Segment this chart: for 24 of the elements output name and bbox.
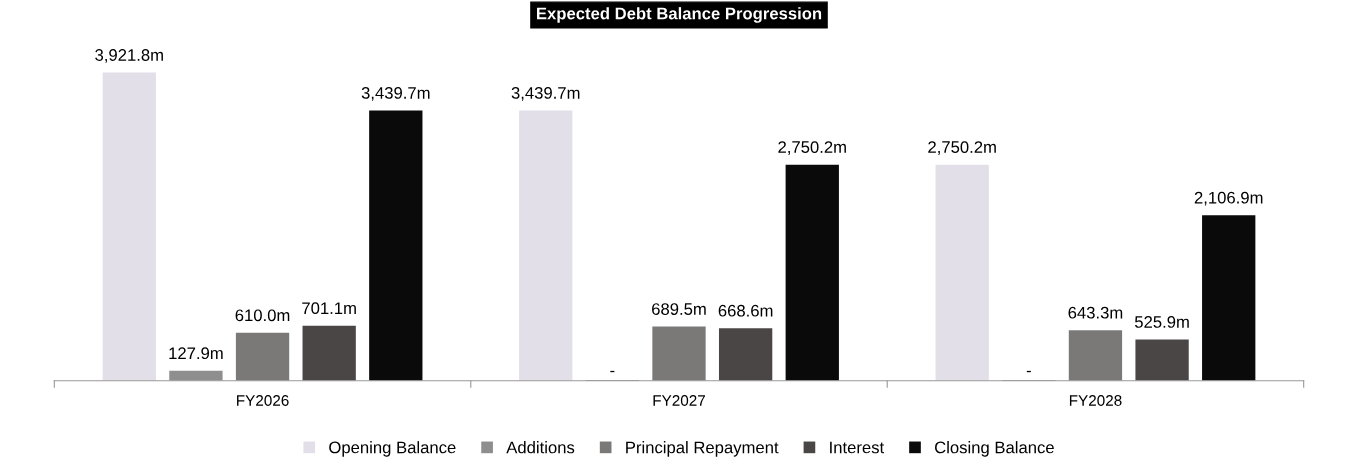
x-tick-label: FY2028 — [1069, 395, 1122, 406]
data-label: 701.1m — [302, 302, 356, 315]
x-tick-label: FY2027 — [653, 395, 705, 406]
data-label: 2,750.2m — [928, 141, 996, 155]
data-label: 668.6m — [718, 304, 773, 317]
chart-title: Expected Debt Balance Progression — [537, 7, 822, 23]
data-label: 3,921.8m — [95, 49, 163, 63]
data-label: 610.0m — [235, 309, 290, 322]
data-label: 2,750.2m — [778, 141, 846, 155]
data-label: - — [1026, 370, 1031, 373]
data-label: 127.9m — [169, 347, 223, 360]
data-label: 2,106.9m — [1194, 191, 1263, 206]
data-label: 689.5m — [652, 303, 706, 315]
legend-label: Additions — [506, 441, 575, 454]
legend-label: Closing Balance — [935, 441, 1054, 457]
legend-label: Interest — [830, 441, 885, 454]
data-label: 3,439.7m — [511, 87, 580, 101]
data-label: - — [610, 370, 615, 373]
legend-label: Opening Balance — [329, 441, 456, 457]
x-tick-label: FY2026 — [237, 395, 289, 406]
data-label: 643.3m — [1068, 306, 1123, 319]
legend-label: Principal Repayment — [626, 441, 779, 457]
data-label: 525.9m — [1134, 316, 1189, 328]
data-label: 3,439.7m — [361, 87, 430, 101]
